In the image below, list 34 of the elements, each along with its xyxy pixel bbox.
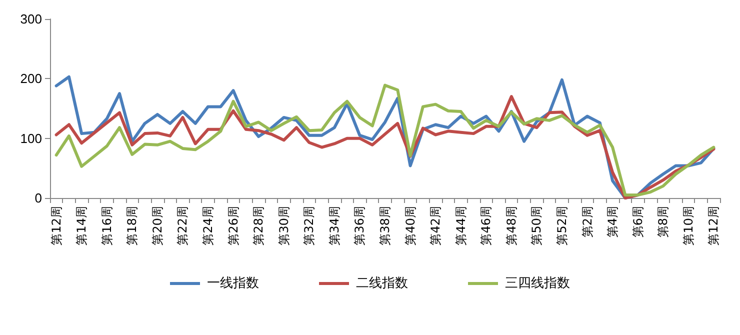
x-tick-label: 第48周 — [504, 206, 518, 246]
x-tick-label: 第24周 — [201, 206, 216, 246]
x-tick-label: 第38周 — [378, 206, 392, 246]
x-tick-label: 第20周 — [150, 206, 164, 246]
y-tick-label: 0 — [34, 190, 42, 206]
x-tick-label: 第44周 — [454, 206, 468, 246]
x-tick-label: 第12周 — [49, 206, 64, 246]
x-tick-label: 第16周 — [100, 206, 114, 246]
x-tick-label: 第50周 — [530, 206, 544, 246]
x-tick-label: 第10周 — [681, 206, 696, 246]
x-tick-label: 第18周 — [125, 206, 140, 246]
x-tick-label: 第30周 — [276, 206, 291, 246]
legend-label: 一线指数 — [207, 276, 259, 291]
x-tick-label: 第34周 — [327, 206, 342, 246]
legend-label: 三四线指数 — [505, 276, 570, 291]
x-tick-label: 第52周 — [554, 206, 569, 246]
x-tick-label: 第36周 — [352, 206, 367, 246]
x-tick-label: 第46周 — [479, 206, 494, 246]
x-tick-label: 第6周 — [630, 206, 645, 238]
x-tick-label: 第8周 — [656, 206, 670, 238]
x-tick-label: 第40周 — [403, 206, 418, 246]
y-tick-label: 200 — [20, 71, 42, 86]
y-tick-label: 300 — [20, 12, 42, 26]
x-tick-label: 第12周 — [706, 206, 721, 246]
x-tick-label: 第4周 — [606, 206, 620, 238]
x-tick-label: 第32周 — [302, 206, 316, 246]
x-tick-label: 第42周 — [428, 206, 443, 246]
legend-label: 二线指数 — [356, 276, 408, 291]
x-tick-label: 第26周 — [226, 206, 240, 246]
x-tick-label: 第14周 — [74, 206, 89, 246]
x-tick-label: 第2周 — [580, 206, 594, 238]
x-tick-label: 第22周 — [176, 206, 190, 246]
x-tick-label: 第28周 — [252, 206, 266, 246]
y-tick-label: 100 — [20, 130, 42, 146]
